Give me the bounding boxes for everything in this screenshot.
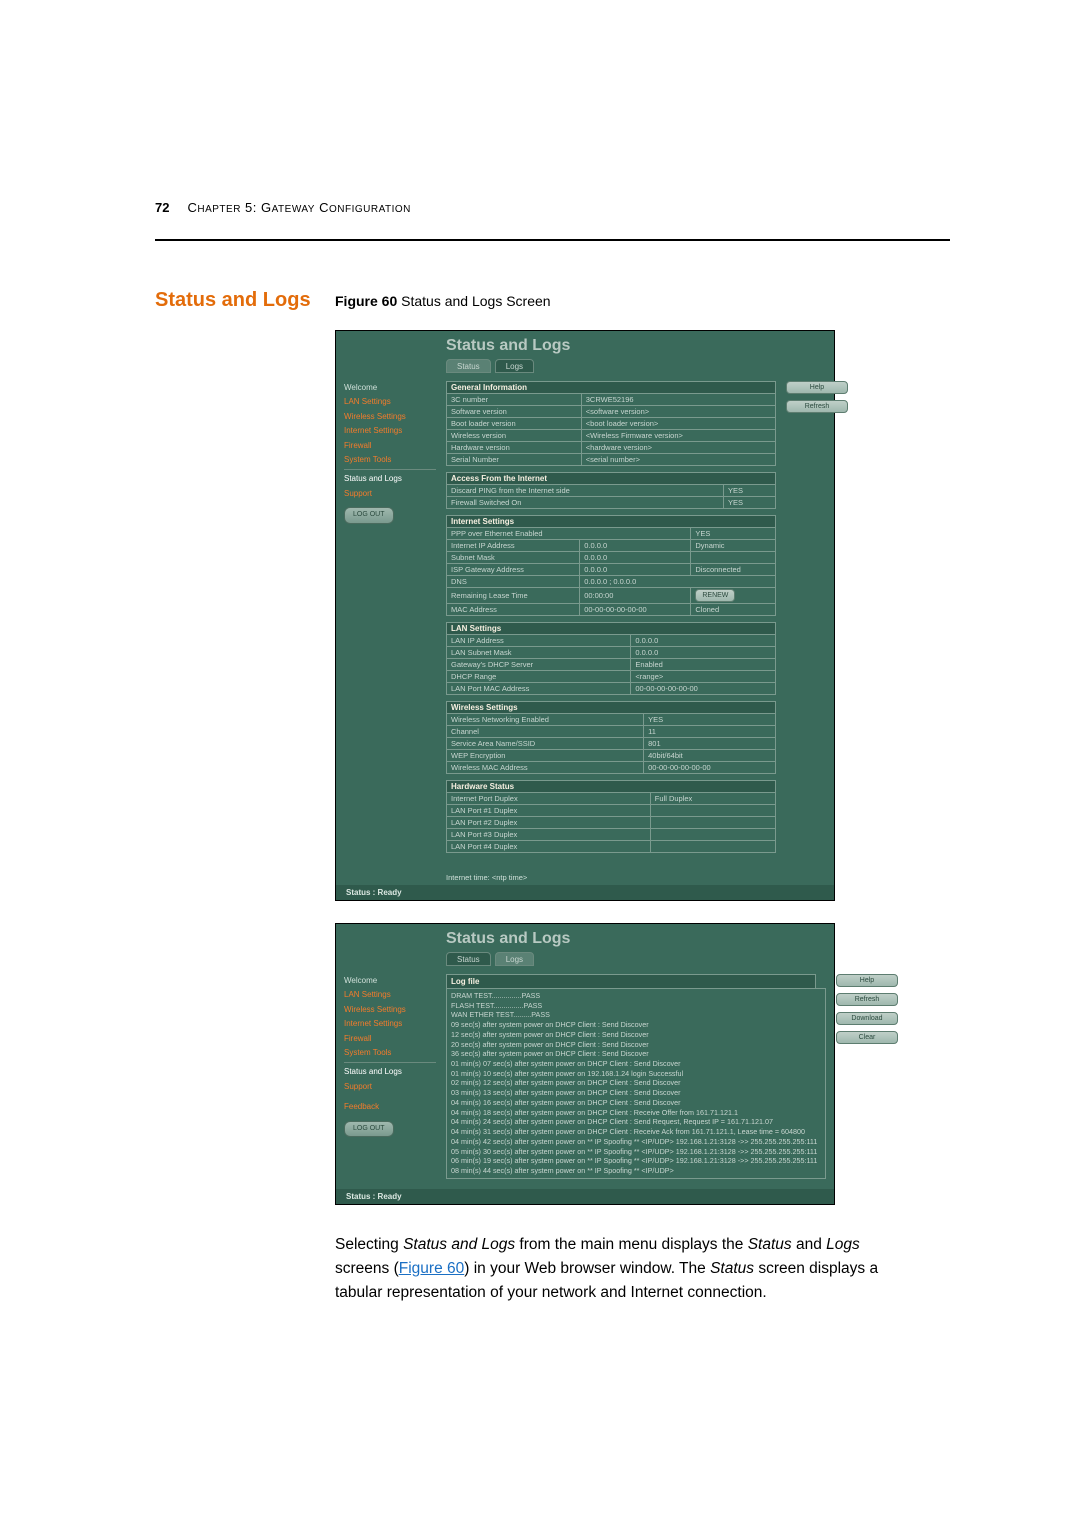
logs-main: Log file DRAM TEST...............PASSFLA… (446, 974, 826, 1179)
sidebar-item-tools[interactable]: System Tools (344, 453, 436, 467)
figure-caption: Figure 60 Status and Logs Screen (335, 293, 551, 309)
logout-button[interactable]: LOG OUT (344, 507, 394, 524)
section-row: Status and Logs Figure 60 Status and Log… (155, 289, 950, 312)
table-general: General Information 3C number3CRWE52196 … (446, 381, 776, 466)
help-button[interactable]: Help (786, 381, 848, 394)
panel-title: Status and Logs (336, 331, 834, 359)
download-button[interactable]: Download (836, 1012, 898, 1025)
sidebar-item-status[interactable]: Status and Logs (344, 472, 436, 486)
tab-bar: Status Logs (336, 359, 834, 377)
sidebar-item-firewall[interactable]: Firewall (344, 439, 436, 453)
table-wireless: Wireless Settings Wireless Networking En… (446, 701, 776, 774)
page-header: 72 CHAPTER 5: GATEWAY CONFIGURATION (155, 200, 950, 215)
help-button-2[interactable]: Help (836, 974, 898, 987)
sidebar-item-support[interactable]: Support (344, 1080, 436, 1094)
tab-status-2[interactable]: Status (446, 952, 491, 966)
page-number: 72 (155, 200, 169, 215)
section-title: Status and Logs (155, 289, 335, 312)
side-buttons-2: Help Refresh Download Clear (836, 974, 890, 1179)
status-screenshot: Status and Logs Status Logs Welcome LAN … (335, 330, 835, 901)
log-file-head: Log file (446, 974, 816, 988)
body-paragraph: Selecting Status and Logs from the main … (335, 1233, 895, 1305)
sidebar: Welcome LAN Settings Wireless Settings I… (344, 381, 436, 859)
divider (155, 239, 950, 241)
side-buttons: Help Refresh (786, 381, 840, 859)
sidebar-2: Welcome LAN Settings Wireless Settings I… (344, 974, 436, 1179)
table-lan: LAN Settings LAN IP Address0.0.0.0 LAN S… (446, 622, 776, 695)
internet-time: Internet time: <ntp time> (336, 869, 834, 885)
log-file-content: DRAM TEST...............PASSFLASH TEST..… (446, 988, 826, 1179)
tab-logs[interactable]: Logs (495, 359, 534, 373)
tab-logs-2[interactable]: Logs (495, 952, 534, 966)
panel-title-2: Status and Logs (336, 924, 834, 952)
sidebar-item-firewall[interactable]: Firewall (344, 1032, 436, 1046)
tab-status[interactable]: Status (446, 359, 491, 373)
tab-bar-2: Status Logs (336, 952, 834, 970)
status-bar: Status : Ready (336, 885, 834, 900)
sidebar-item-welcome[interactable]: Welcome (344, 974, 436, 988)
sidebar-item-internet[interactable]: Internet Settings (344, 1017, 436, 1031)
table-access: Access From the Internet Discard PING fr… (446, 472, 776, 509)
sidebar-item-internet[interactable]: Internet Settings (344, 424, 436, 438)
clear-button[interactable]: Clear (836, 1031, 898, 1044)
sidebar-item-tools[interactable]: System Tools (344, 1046, 436, 1060)
status-bar-2: Status : Ready (336, 1189, 834, 1204)
sidebar-item-feedback[interactable]: Feedback (344, 1100, 436, 1114)
table-head: General Information (447, 382, 776, 394)
renew-button[interactable]: RENEW (695, 589, 735, 602)
sidebar-item-welcome[interactable]: Welcome (344, 381, 436, 395)
sidebar-item-wireless[interactable]: Wireless Settings (344, 410, 436, 424)
chapter-title: CHAPTER 5: GATEWAY CONFIGURATION (187, 200, 410, 215)
figure-link[interactable]: Figure 60 (399, 1260, 464, 1277)
sidebar-item-lan[interactable]: LAN Settings (344, 395, 436, 409)
refresh-button[interactable]: Refresh (786, 400, 848, 413)
status-main: General Information 3C number3CRWE52196 … (446, 381, 776, 859)
sidebar-item-status[interactable]: Status and Logs (344, 1065, 436, 1079)
table-internet: Internet Settings PPP over Ethernet Enab… (446, 515, 776, 616)
logout-button-2[interactable]: LOG OUT (344, 1121, 394, 1138)
sidebar-item-lan[interactable]: LAN Settings (344, 988, 436, 1002)
table-hardware: Hardware Status Internet Port DuplexFull… (446, 780, 776, 853)
refresh-button-2[interactable]: Refresh (836, 993, 898, 1006)
sidebar-item-wireless[interactable]: Wireless Settings (344, 1003, 436, 1017)
logs-screenshot: Status and Logs Status Logs Welcome LAN … (335, 923, 835, 1205)
sidebar-item-support[interactable]: Support (344, 487, 436, 501)
